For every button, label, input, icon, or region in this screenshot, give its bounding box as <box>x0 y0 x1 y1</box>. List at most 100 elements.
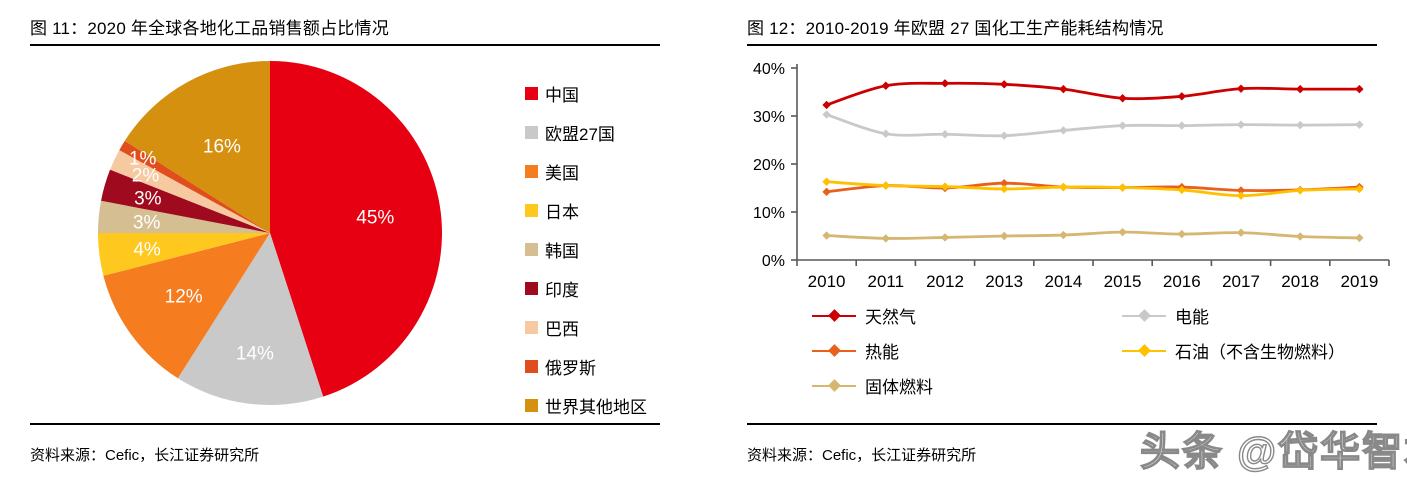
line-legend-row: 热能 石油（不含生物燃料） <box>812 338 1372 363</box>
line-data-marker <box>1118 94 1127 103</box>
line-data-marker <box>1296 186 1305 195</box>
y-axis-tick-label: 20% <box>753 157 785 174</box>
line-legend-item[interactable]: 天然气 <box>812 303 1122 328</box>
line-legend-marker <box>812 308 856 322</box>
line-data-marker <box>940 130 950 139</box>
line-data-marker <box>822 110 831 119</box>
pie-legend-item[interactable]: 日本 <box>525 191 647 230</box>
pie-slice-label: 4% <box>133 240 161 261</box>
line-legend-item[interactable]: 固体燃料 <box>812 373 1122 398</box>
pie-legend-label: 印度 <box>545 281 579 300</box>
line-chart: 0% 10% 20% 30% 40% 2010 2011 2012 2013 2014 2015 20… <box>717 52 1407 302</box>
pie-slice <box>110 150 270 233</box>
x-axis-tick-label: 2015 <box>1104 272 1142 291</box>
pie-legend: 中国欧盟27国 美国 日本韩国印度巴西俄罗斯世界其他地区 <box>525 74 647 425</box>
pie-legend-item[interactable]: 欧盟27国 <box>525 113 647 152</box>
y-axis-tick-label: 30% <box>753 109 785 126</box>
pie-slice-label: 12% <box>165 287 203 308</box>
line-legend-item[interactable]: 电能 <box>1122 303 1209 328</box>
x-axis-tick-label: 2010 <box>808 272 846 291</box>
line-series <box>825 113 1361 138</box>
line-data-marker <box>822 177 831 186</box>
line-data-marker <box>881 234 890 243</box>
x-axis-tick-label: 2014 <box>1044 272 1082 291</box>
y-axis-tick-label: 40% <box>753 61 785 78</box>
line-data-marker <box>1059 230 1068 240</box>
y-axis-tick-label: 10% <box>753 205 785 222</box>
line-legend-label: 电能 <box>1175 308 1209 327</box>
pie-chart-svg: 45% 14% 12% 4% 3%3% 2%1% 16% <box>98 61 442 405</box>
line-data-marker <box>1296 120 1305 130</box>
pie-legend-swatch <box>525 204 538 217</box>
line-data-marker <box>1355 120 1364 129</box>
pie-legend-label: 世界其他地区 <box>545 398 647 417</box>
pie-legend-item[interactable]: 俄罗斯 <box>525 347 647 386</box>
line-legend-item[interactable]: 热能 <box>812 338 1122 363</box>
figure-12-title: 图 12：2010-2019 年欧盟 27 国化工生产能耗结构情况 <box>747 19 1164 38</box>
pie-legend-label: 中国 <box>545 86 579 105</box>
line-data-marker <box>1236 191 1246 200</box>
pie-legend-item[interactable]: 印度 <box>525 269 647 308</box>
pie-legend-swatch <box>525 87 538 100</box>
pie-legend-swatch <box>525 243 538 256</box>
line-legend-marker <box>812 378 856 392</box>
pie-legend-swatch <box>525 399 538 412</box>
pie-slice-label: 3% <box>133 212 161 233</box>
pie-slice-label: 45% <box>356 207 394 228</box>
line-data-marker <box>881 129 890 138</box>
line-series <box>825 180 1361 198</box>
pie-legend-swatch <box>525 126 538 139</box>
pie-slice-label: 3% <box>134 189 162 210</box>
pie-slice <box>98 233 270 276</box>
line-data-marker <box>881 81 890 90</box>
x-axis-tick-label: 2013 <box>985 272 1023 291</box>
figure-12-source-rule <box>747 423 1377 425</box>
watermark: 头条 @岱华智君 <box>1139 429 1407 474</box>
pie-legend-swatch <box>525 360 538 373</box>
pie-slice-label: 2% <box>132 165 160 186</box>
pie-slice <box>103 233 271 379</box>
pie-slice <box>177 233 324 405</box>
line-data-marker <box>1177 92 1186 101</box>
line-data-marker <box>1177 229 1186 239</box>
pie-chart: 45% 14% 12% 4% 3% 3% 2% 1% 16% <box>95 58 445 408</box>
pie-legend-swatch <box>525 282 538 295</box>
line-series <box>825 230 1361 240</box>
line-legend-marker <box>1122 343 1166 357</box>
x-axis-tick-label: 2017 <box>1222 272 1260 291</box>
line-legend-row: 天然气 电能 <box>812 303 1372 328</box>
figure-12-title-rule <box>747 44 1377 46</box>
x-axis-tick-label: 2019 <box>1340 272 1378 291</box>
line-data-marker <box>1236 120 1246 129</box>
pie-slice <box>119 140 270 233</box>
line-legend-label: 天然气 <box>865 308 916 327</box>
pie-legend-item[interactable]: 美国 <box>525 152 647 191</box>
line-data-marker <box>881 181 890 190</box>
pie-slice <box>98 200 270 233</box>
x-axis-tick-label: 2018 <box>1281 272 1319 291</box>
line-data-marker <box>1296 84 1305 94</box>
line-data-marker <box>1000 184 1009 194</box>
line-data-marker <box>940 182 950 191</box>
line-legend-item[interactable]: 石油（不含生物燃料） <box>1122 338 1345 363</box>
line-data-marker <box>1355 84 1364 94</box>
line-data-marker <box>1059 126 1068 135</box>
figure-11-source: 资料来源：Cefic，长江证券研究所 <box>30 447 260 464</box>
line-data-marker <box>1118 227 1127 237</box>
line-data-marker <box>1177 121 1186 130</box>
pie-slice-label: 16% <box>203 137 241 158</box>
line-legend-row: 固体燃料 <box>812 373 1372 398</box>
line-data-marker <box>1355 233 1364 243</box>
pie-slice-label: 1% <box>129 149 157 170</box>
line-data-marker <box>1355 184 1364 194</box>
pie-legend-label: 韩国 <box>545 242 579 261</box>
pie-legend-label: 俄罗斯 <box>545 359 596 378</box>
line-data-marker <box>1000 131 1009 140</box>
pie-legend-item[interactable]: 世界其他地区 <box>525 386 647 425</box>
line-legend-label: 石油（不含生物燃料） <box>1175 343 1345 362</box>
pie-legend-item[interactable]: 中国 <box>525 74 647 113</box>
pie-legend-item[interactable]: 韩国 <box>525 230 647 269</box>
pie-legend-item[interactable]: 巴西 <box>525 308 647 347</box>
pie-legend-label: 巴西 <box>545 320 579 339</box>
